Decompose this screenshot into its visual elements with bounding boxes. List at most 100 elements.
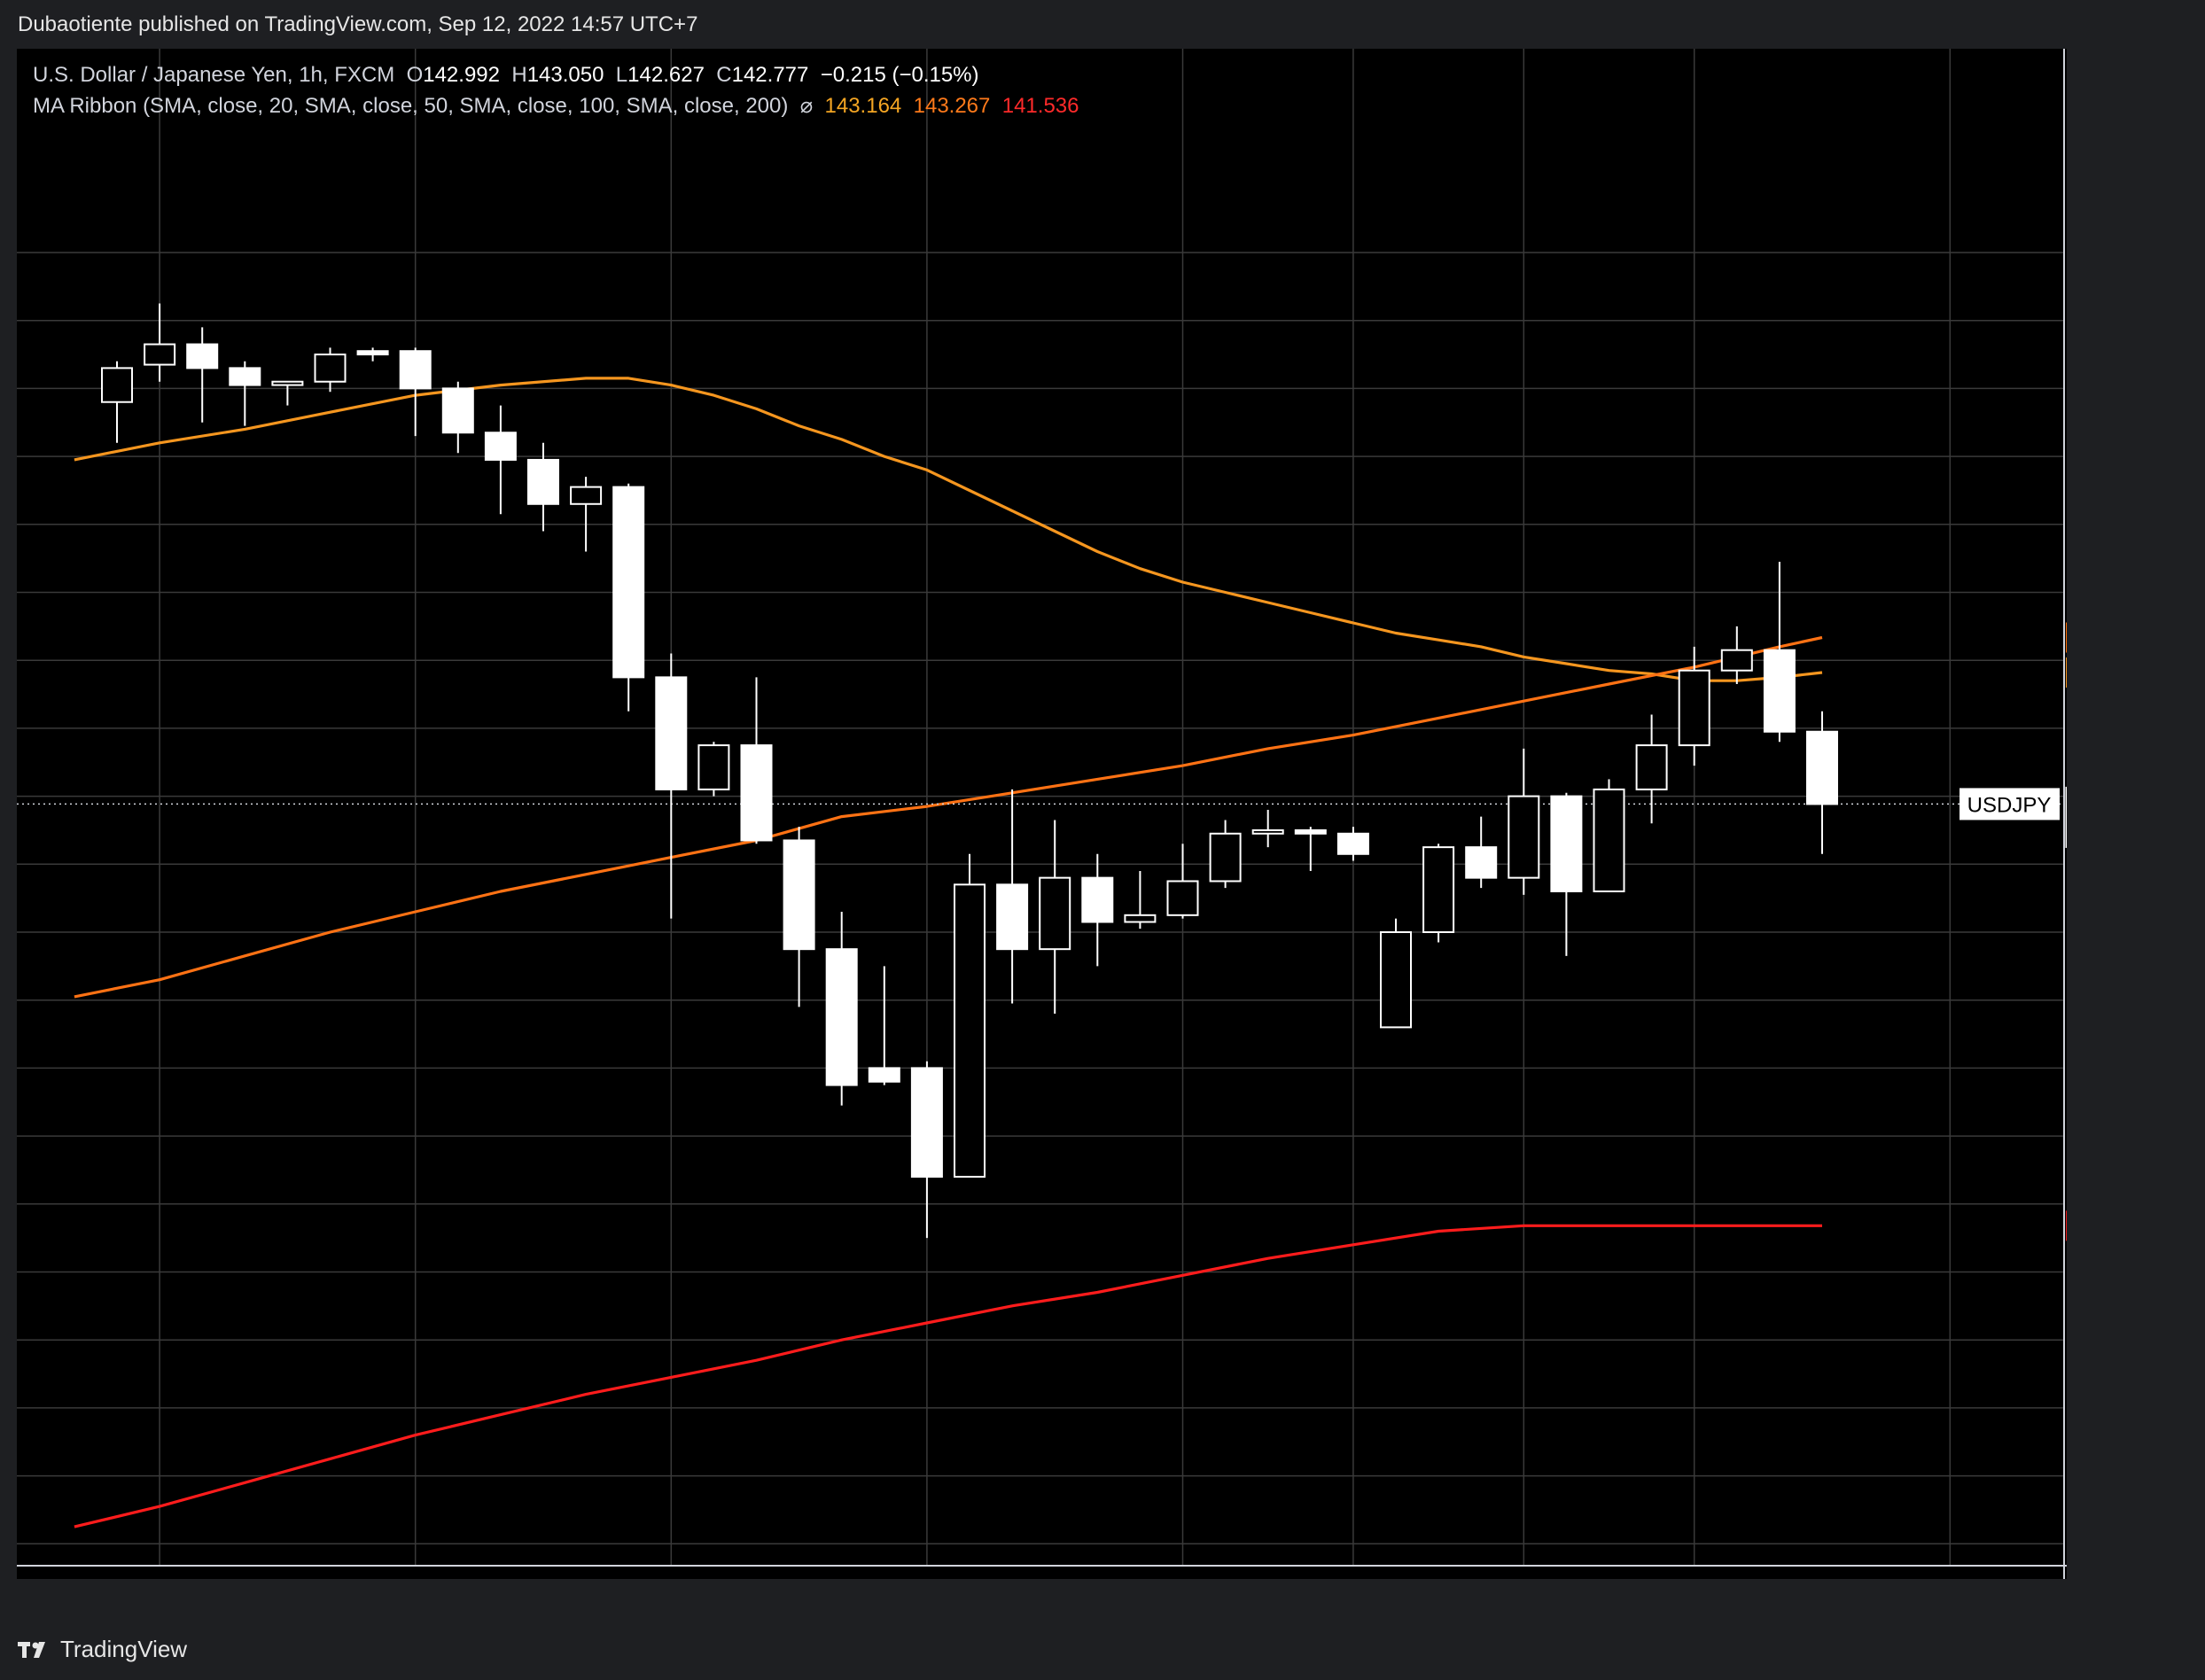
candle-body xyxy=(356,350,389,356)
candle[interactable] xyxy=(612,483,645,712)
candle-body xyxy=(1209,832,1242,883)
candle[interactable] xyxy=(996,789,1029,1004)
close-value: 142.777 xyxy=(731,63,809,87)
candle[interactable] xyxy=(1635,714,1668,824)
candle[interactable] xyxy=(1336,827,1369,861)
candle[interactable] xyxy=(314,347,347,393)
candle[interactable] xyxy=(1166,844,1199,919)
candle-body xyxy=(697,744,730,790)
close-label: C xyxy=(716,63,732,87)
symbol-tag-bg xyxy=(1960,788,2060,821)
candle-body xyxy=(1763,649,1796,733)
candle-body xyxy=(825,948,858,1086)
ma100-value: 143.267 xyxy=(913,94,991,118)
candle[interactable] xyxy=(1763,561,1796,743)
candle[interactable] xyxy=(1209,820,1242,889)
candle-body xyxy=(441,387,474,434)
change-value: −0.215 (−0.15%) xyxy=(820,63,979,87)
candle[interactable] xyxy=(356,347,389,362)
candle[interactable] xyxy=(399,347,432,437)
candle[interactable] xyxy=(527,442,559,532)
candle[interactable] xyxy=(1465,816,1498,889)
candle-body xyxy=(101,367,133,403)
candle-body xyxy=(868,1067,900,1083)
candle-body xyxy=(271,380,304,386)
candle-body xyxy=(1124,914,1157,923)
ma50-value: 143.164 xyxy=(824,94,902,118)
candle-body xyxy=(1294,828,1327,835)
open-label: O xyxy=(406,63,424,87)
candle-body xyxy=(186,343,219,369)
candle[interactable] xyxy=(1039,820,1071,1015)
candle[interactable] xyxy=(954,853,986,1178)
candle[interactable] xyxy=(1124,870,1157,929)
candle[interactable] xyxy=(1720,626,1753,685)
candle[interactable] xyxy=(697,742,730,797)
candle[interactable] xyxy=(1678,646,1710,766)
candle[interactable] xyxy=(655,653,688,919)
ma200-value: 141.536 xyxy=(1001,94,1079,118)
candle[interactable] xyxy=(1251,809,1284,848)
price-chart[interactable]: 144.400144.200144.000143.800143.600143.4… xyxy=(17,49,2067,1579)
candle[interactable] xyxy=(1806,711,1838,854)
candle[interactable] xyxy=(1294,827,1327,871)
high-label: H xyxy=(511,63,527,87)
candles xyxy=(101,303,1838,1239)
published-caption: Dubaotiente published on TradingView.com… xyxy=(18,12,698,36)
candle[interactable] xyxy=(570,477,603,552)
candle[interactable] xyxy=(441,381,474,454)
candle-body xyxy=(570,486,603,505)
candle-body xyxy=(1336,832,1369,855)
high-value: 143.050 xyxy=(526,63,604,87)
candle[interactable] xyxy=(1593,779,1625,892)
symbol-name[interactable]: U.S. Dollar / Japanese Yen, 1h, FXCM xyxy=(33,63,395,87)
low-label: L xyxy=(615,63,628,87)
candle[interactable] xyxy=(144,303,176,382)
ma50-price-badge: 143.164 xyxy=(2066,657,2067,688)
candle-body xyxy=(1039,876,1071,951)
candle[interactable] xyxy=(101,361,133,443)
candle-body xyxy=(484,432,517,461)
candle[interactable] xyxy=(229,361,261,426)
last-price-badge: 142.77702:26 xyxy=(2065,786,2067,848)
chart-background xyxy=(17,49,2067,1579)
candle-body xyxy=(910,1067,943,1178)
chart-frame[interactable]: 144.400144.200144.000143.800143.600143.4… xyxy=(17,49,2067,1579)
candle-body xyxy=(1806,730,1838,805)
candle[interactable] xyxy=(868,966,900,1085)
candle[interactable] xyxy=(740,677,773,844)
ma-line xyxy=(74,377,1823,682)
candle[interactable] xyxy=(1380,918,1412,1029)
ma100-price-badge: 143.267 xyxy=(2066,622,2067,653)
candle-body xyxy=(1635,744,1668,790)
symbol-tag: USDJPY xyxy=(1960,788,2060,821)
tradingview-logo[interactable]: TradingView xyxy=(18,1636,187,1663)
candle-body xyxy=(954,883,986,1178)
candle-body xyxy=(1380,931,1412,1029)
grid xyxy=(17,49,2067,1579)
candle[interactable] xyxy=(186,327,219,423)
candle-body xyxy=(655,676,688,790)
candle[interactable] xyxy=(271,380,304,406)
candle[interactable] xyxy=(484,405,517,515)
open-value: 142.992 xyxy=(423,63,500,87)
candle-body xyxy=(783,839,815,951)
candle-body xyxy=(144,343,176,366)
indicator-legend[interactable]: MA Ribbon (SMA, close, 20, SMA, close, 5… xyxy=(33,93,1079,119)
candle[interactable] xyxy=(1081,853,1114,967)
indicator-name[interactable]: MA Ribbon (SMA, close, 20, SMA, close, 5… xyxy=(33,94,789,118)
candle[interactable] xyxy=(825,911,858,1106)
candle-body xyxy=(1422,846,1455,933)
candle[interactable] xyxy=(783,827,815,1007)
candle[interactable] xyxy=(910,1061,943,1239)
candle[interactable] xyxy=(1422,844,1455,943)
candle[interactable] xyxy=(1550,792,1583,956)
candle-body xyxy=(996,883,1029,951)
indicator-symbol-icon: ⌀ xyxy=(799,94,814,118)
candle-body xyxy=(399,350,432,390)
symbol-tag-text: USDJPY xyxy=(1967,793,2052,817)
symbol-legend[interactable]: U.S. Dollar / Japanese Yen, 1h, FXCM O14… xyxy=(33,63,979,88)
candle-body xyxy=(1081,876,1114,923)
candle[interactable] xyxy=(1508,748,1540,895)
price-badges: 143.267 143.164 141.536 142.77702:26 USDJPY xyxy=(1960,622,2067,1241)
